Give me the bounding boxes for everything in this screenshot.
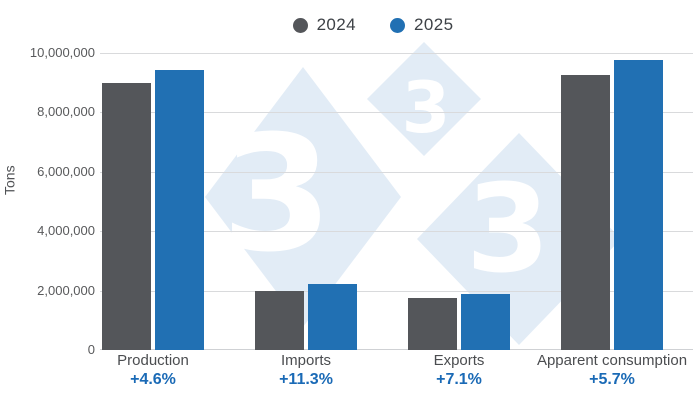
legend-dot-icon (292, 17, 308, 33)
category-label: Exports (433, 352, 485, 369)
watermark-3-glyph: 3 (465, 158, 551, 300)
y-tick-label: 8,000,000 (37, 104, 95, 120)
watermark-3-glyph: 3 (221, 100, 333, 288)
gridline (100, 53, 693, 54)
plot-area (100, 53, 693, 350)
percent-change-label: +4.6% (130, 371, 176, 388)
bar-2025-apparent-consumption[interactable] (614, 59, 663, 350)
watermark-3-glyph: 3 (401, 66, 451, 149)
percent-change-label: +11.3% (279, 371, 333, 388)
y-tick-label: 2,000,000 (37, 282, 95, 298)
category-label: Imports (280, 352, 332, 369)
bar-2025-production[interactable] (155, 70, 204, 350)
x-axis-line (100, 349, 693, 350)
bar-group-apparent-consumption (561, 53, 663, 350)
y-tick-label: 10,000,000 (29, 45, 95, 60)
legend: 2024 2025 (23, 15, 700, 35)
legend-label: 2024 (316, 15, 356, 34)
gridline (100, 171, 693, 173)
bar-2024-exports[interactable] (408, 298, 457, 350)
y-tick-label: 6,000,000 (37, 163, 95, 179)
gridline (100, 112, 693, 114)
legend-item-2025[interactable]: 2025 (390, 15, 453, 35)
y-axis-tick-labels: 0 2,000,000 4,000,000 6,000,000 8,000,000 10,… (0, 45, 95, 357)
bar-2025-exports[interactable] (461, 294, 510, 350)
bar-2024-production[interactable] (102, 82, 151, 350)
category-label: Production (117, 352, 189, 369)
bar-group-imports (255, 53, 357, 350)
bar-group-exports (408, 53, 510, 350)
legend-item-2024[interactable]: 2024 (292, 15, 356, 35)
bar-2024-apparent-consumption[interactable] (561, 75, 610, 350)
percent-change-label: +5.7% (589, 371, 635, 388)
y-tick-label: 4,000,000 (37, 223, 95, 239)
gridline (100, 231, 693, 233)
gridline (100, 290, 693, 292)
x-axis-labels: Production +4.6% Imports +11.3% Exports +7.1%… (100, 352, 693, 398)
legend-dot-icon (390, 17, 405, 33)
bar-2025-imports[interactable] (308, 283, 357, 350)
y-tick-label: 0 (87, 342, 95, 357)
legend-label: 2025 (414, 15, 454, 34)
bar-group-production (102, 53, 204, 350)
percent-change-label: +7.1% (436, 371, 482, 388)
bar-2024-imports[interactable] (255, 290, 304, 350)
category-label: Apparent consumption (536, 352, 688, 369)
